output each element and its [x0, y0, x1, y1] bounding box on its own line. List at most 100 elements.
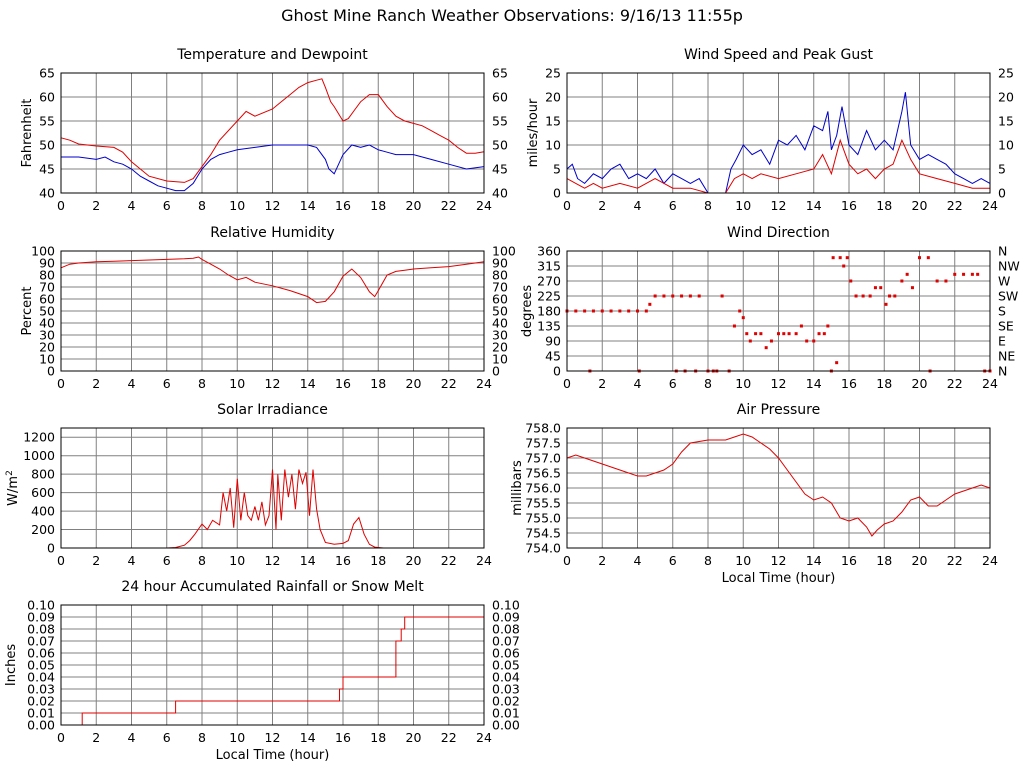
- data-point: [662, 294, 666, 298]
- y-tick-label: 755.0: [525, 511, 561, 526]
- x-tick-label: 8: [704, 198, 712, 213]
- data-point: [861, 294, 865, 298]
- pressure-xlabel: Local Time (hour): [722, 571, 836, 586]
- data-point: [805, 339, 809, 343]
- x-tick-label: 24: [476, 730, 492, 745]
- x-tick-label: 10: [229, 376, 245, 391]
- x-tick-label: 14: [300, 730, 316, 745]
- page-title: Ghost Mine Ranch Weather Observations: 9…: [281, 6, 743, 25]
- right-tick-label: 0: [998, 186, 1006, 201]
- data-point: [812, 339, 816, 343]
- data-point: [769, 339, 773, 343]
- data-point: [893, 294, 897, 298]
- x-tick-label: 20: [406, 730, 422, 745]
- data-point: [835, 361, 839, 365]
- x-tick-label: 14: [806, 198, 822, 213]
- x-tick-label: 0: [57, 376, 65, 391]
- y-tick-label: 0.08: [27, 622, 55, 637]
- y-tick-label: 25: [545, 66, 561, 81]
- data-point: [609, 309, 613, 313]
- x-tick-label: 24: [476, 553, 492, 568]
- y-tick-label: 0.05: [27, 658, 55, 673]
- x-tick-label: 8: [198, 198, 206, 213]
- x-tick-label: 4: [634, 553, 642, 568]
- right-tick-label: 0.00: [492, 718, 520, 733]
- x-tick-label: 4: [634, 198, 642, 213]
- data-point: [976, 272, 980, 276]
- right-tick-label: 0.03: [492, 682, 520, 697]
- pressure-ylabel: millibars: [510, 460, 525, 516]
- data-point: [935, 279, 939, 283]
- data-point: [648, 302, 652, 306]
- x-tick-label: 12: [265, 730, 281, 745]
- data-point: [962, 272, 966, 276]
- y-tick-label: 50: [39, 304, 55, 319]
- x-tick-label: 16: [841, 376, 857, 391]
- humidity-ylabel: Percent: [20, 287, 35, 336]
- right-tick-label: 0.05: [492, 658, 520, 673]
- x-tick-label: 10: [229, 730, 245, 745]
- data-point: [697, 294, 701, 298]
- data-point: [627, 309, 631, 313]
- right-tick-label: 40: [492, 316, 508, 331]
- x-tick-label: 14: [806, 376, 822, 391]
- y-tick-label: 600: [31, 485, 55, 500]
- y-tick-label: 0.04: [27, 670, 55, 685]
- data-point: [970, 272, 974, 276]
- x-tick-label: 18: [876, 198, 892, 213]
- y-tick-label: 20: [545, 90, 561, 105]
- data-point: [826, 324, 830, 328]
- y-tick-label: 30: [39, 328, 55, 343]
- right-tick-label: W: [998, 274, 1010, 289]
- wind_speed-title: Wind Speed and Peak Gust: [684, 47, 873, 63]
- series-line-1: [566, 138, 990, 194]
- x-tick-label: 24: [982, 376, 998, 391]
- x-tick-label: 10: [735, 198, 751, 213]
- right-tick-label: 0: [492, 364, 500, 379]
- x-tick-label: 6: [163, 376, 171, 391]
- data-point: [764, 346, 768, 350]
- y-tick-label: 0.09: [27, 610, 55, 625]
- solar-ylabel: W/m2: [5, 470, 21, 506]
- x-tick-label: 18: [876, 376, 892, 391]
- x-tick-label: 16: [335, 553, 351, 568]
- y-tick-label: 400: [31, 504, 55, 519]
- y-tick-label: 1200: [23, 430, 55, 445]
- y-tick-label: 45: [545, 349, 561, 364]
- x-tick-label: 12: [265, 198, 281, 213]
- x-tick-label: 4: [128, 553, 136, 568]
- right-tick-label: 70: [492, 280, 508, 295]
- series-line-0: [61, 616, 484, 726]
- x-tick-label: 18: [370, 553, 386, 568]
- y-tick-label: 757.5: [525, 436, 561, 451]
- x-tick-label: 10: [735, 553, 751, 568]
- rainfall-frame: [60, 604, 485, 726]
- y-tick-label: 756.5: [525, 466, 561, 481]
- y-tick-label: 754.5: [525, 526, 561, 541]
- y-tick-label: 758.0: [525, 421, 561, 436]
- data-point: [777, 332, 780, 336]
- data-point: [926, 256, 930, 260]
- x-tick-label: 20: [406, 376, 422, 391]
- x-tick-label: 16: [841, 553, 857, 568]
- x-tick-label: 10: [735, 376, 751, 391]
- wind_direction-frame: [566, 250, 991, 372]
- y-tick-label: 200: [31, 522, 55, 537]
- x-tick-label: 8: [198, 553, 206, 568]
- x-tick-label: 14: [300, 376, 316, 391]
- y-tick-label: 65: [39, 66, 55, 81]
- y-tick-label: 80: [39, 268, 55, 283]
- data-point: [782, 332, 786, 336]
- data-point: [838, 256, 842, 260]
- x-tick-label: 24: [476, 198, 492, 213]
- y-tick-label: 135: [537, 319, 561, 334]
- x-tick-label: 0: [563, 376, 571, 391]
- right-tick-label: NE: [998, 349, 1015, 364]
- right-tick-label: 0.07: [492, 634, 520, 649]
- y-tick-label: 45: [39, 162, 55, 177]
- x-tick-label: 6: [669, 553, 677, 568]
- x-tick-label: 12: [265, 376, 281, 391]
- y-tick-label: 0.02: [27, 694, 55, 709]
